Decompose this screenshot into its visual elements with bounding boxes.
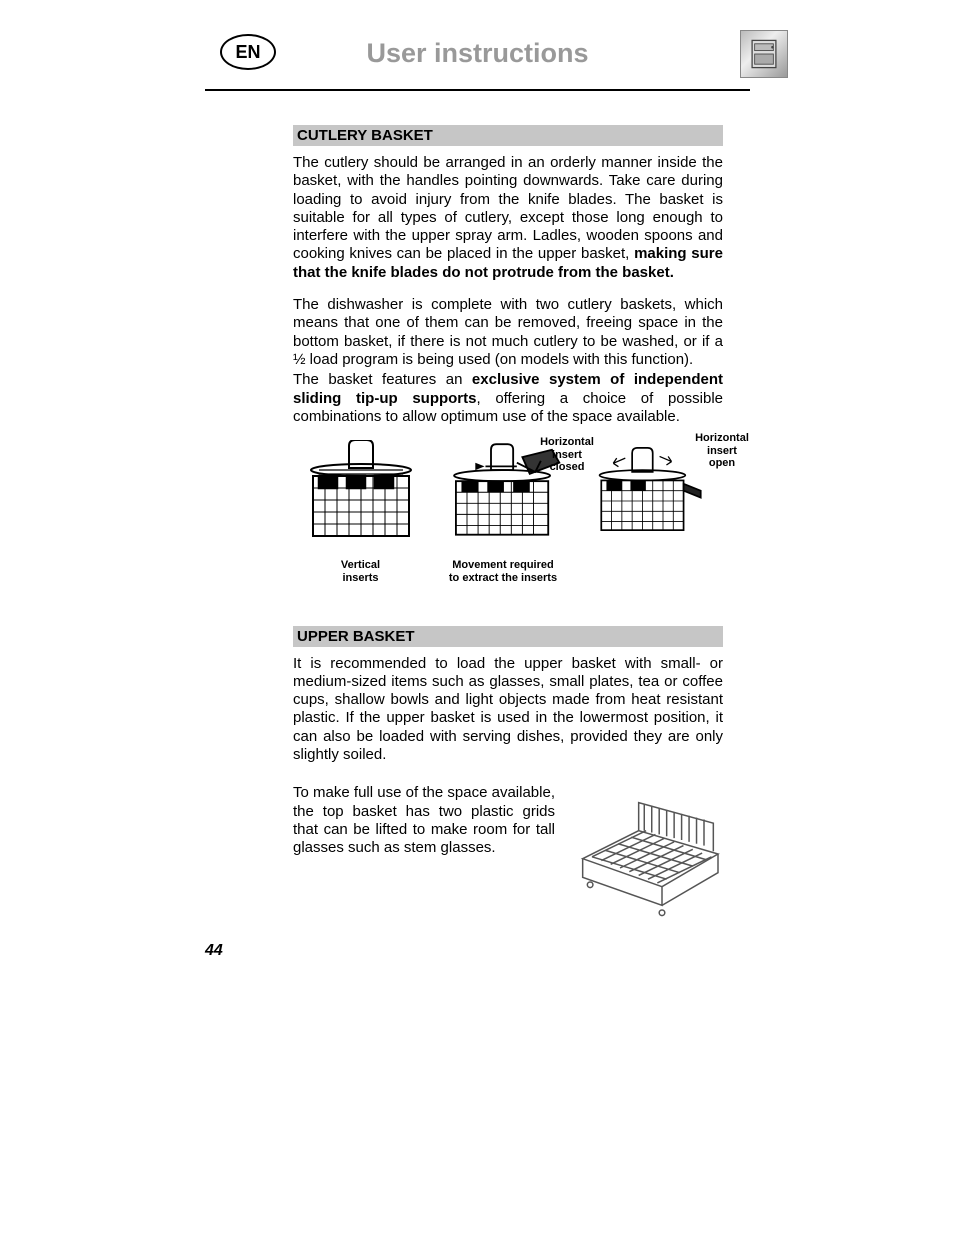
page-title: User instructions: [205, 38, 750, 69]
dishwasher-icon: [740, 30, 788, 78]
section-heading-upper: UPPER BASKET: [293, 626, 723, 647]
caption-movement-l2: to extract the inserts: [449, 572, 557, 584]
upper-para-1: It is recommended to load the upper bask…: [293, 655, 723, 765]
label-open-l2: insert: [707, 445, 737, 457]
label-open-l1: Horizontal: [695, 432, 749, 444]
content-area: CUTLERY BASKET The cutlery should be arr…: [293, 125, 723, 924]
label-closed-l2: insert: [552, 449, 582, 461]
page-header: EN User instructions: [205, 32, 750, 91]
caption-movement-l1: Movement required: [452, 559, 553, 571]
cutlery-para-1: The cutlery should be arranged in an ord…: [293, 154, 723, 282]
caption-vertical: Vertical inserts: [293, 559, 428, 585]
label-open-l3: open: [709, 457, 735, 469]
upper-two-col: To make full use of the space available,…: [293, 784, 723, 924]
label-insert-closed: Horizontal insert closed: [536, 436, 598, 474]
figure-horizontal: Horizontal insert closed Horizontal inse…: [578, 440, 723, 555]
caption-vertical-l2: inserts: [342, 572, 378, 584]
caption-movement: Movement required to extract the inserts: [431, 559, 576, 585]
cutlery-para-2: The dishwasher is complete with two cutl…: [293, 296, 723, 369]
label-insert-open: Horizontal insert open: [691, 432, 753, 470]
basket-figures-row: Vertical inserts: [293, 440, 723, 585]
upper-para-2: To make full use of the space available,…: [293, 784, 555, 857]
dish-rack-icon: [573, 784, 723, 924]
label-closed-l1: Horizontal: [540, 436, 594, 448]
section-heading-cutlery: CUTLERY BASKET: [293, 125, 723, 146]
figure-vertical-inserts: Vertical inserts: [293, 440, 428, 585]
cutlery-para-3-pre: The basket features an: [293, 371, 472, 388]
cutlery-para-3: The basket features an exclusive system …: [293, 371, 723, 426]
caption-vertical-l1: Vertical: [341, 559, 380, 571]
label-closed-l3: closed: [550, 461, 585, 473]
basket-vertical-icon: [301, 440, 421, 550]
manual-page: EN User instructions CUTLERY BASKET The …: [0, 0, 954, 1235]
page-number: 44: [205, 942, 223, 960]
spacer: [293, 586, 723, 626]
